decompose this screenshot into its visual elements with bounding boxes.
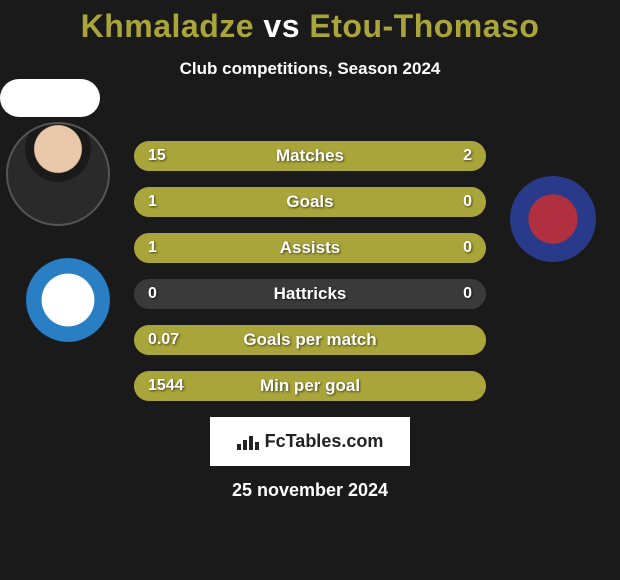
title-vs: vs — [263, 8, 300, 44]
bar-label: Min per goal — [134, 371, 486, 401]
player1-club-logo — [26, 258, 110, 342]
attribution-text: FcTables.com — [265, 431, 384, 452]
attribution-badge: FcTables.com — [210, 417, 410, 466]
subtitle: Club competitions, Season 2024 — [0, 59, 620, 79]
stat-bar-row: 10Assists — [134, 233, 486, 263]
bar-label: Matches — [134, 141, 486, 171]
stat-bar-row: 00Hattricks — [134, 279, 486, 309]
stat-bar-row: 0.07Goals per match — [134, 325, 486, 355]
title-player1: Khmaladze — [81, 8, 254, 44]
stat-bar-row: 1544Min per goal — [134, 371, 486, 401]
comparison-title: Khmaladze vs Etou-Thomaso — [0, 0, 620, 45]
bar-chart-icon — [237, 434, 259, 450]
stat-bars: 152Matches 10Goals 10Assists 00Hattricks 0.0… — [134, 141, 486, 401]
stat-bar-row: 152Matches — [134, 141, 486, 171]
stat-bar-row: 10Goals — [134, 187, 486, 217]
bar-label: Goals per match — [134, 325, 486, 355]
bar-label: Assists — [134, 233, 486, 263]
date-stamp: 25 november 2024 — [0, 480, 620, 501]
bar-label: Goals — [134, 187, 486, 217]
player2-avatar-placeholder — [0, 79, 100, 117]
player2-club-logo — [510, 176, 596, 262]
bar-label: Hattricks — [134, 279, 486, 309]
player1-avatar — [6, 122, 110, 226]
title-player2: Etou-Thomaso — [309, 8, 539, 44]
